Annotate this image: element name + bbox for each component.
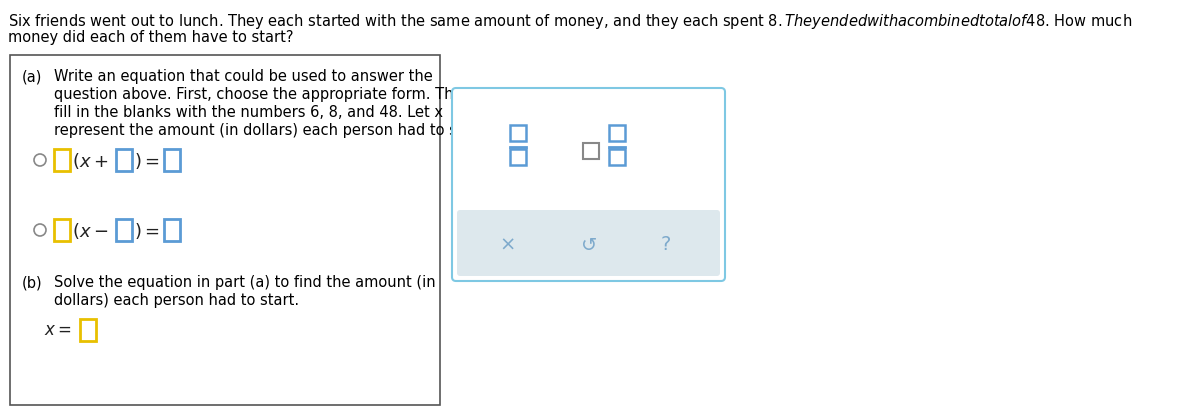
- Bar: [510, 148, 526, 165]
- Text: ?: ?: [661, 235, 671, 255]
- Text: (a): (a): [22, 69, 42, 84]
- Text: ↺: ↺: [581, 235, 598, 255]
- Text: dollars) each person had to start.: dollars) each person had to start.: [54, 293, 299, 308]
- Text: $(x -$: $(x -$: [72, 221, 108, 241]
- Text: money did each of them have to start?: money did each of them have to start?: [8, 30, 294, 45]
- Bar: [510, 125, 526, 140]
- FancyBboxPatch shape: [457, 210, 720, 276]
- Text: fill in the blanks with the numbers 6, 8, and 48. Let x: fill in the blanks with the numbers 6, 8…: [54, 105, 443, 120]
- Text: ×: ×: [500, 235, 516, 255]
- Bar: [54, 149, 70, 171]
- Text: Write an equation that could be used to answer the: Write an equation that could be used to …: [54, 69, 433, 84]
- Bar: [116, 149, 132, 171]
- Bar: [583, 143, 599, 158]
- Bar: [164, 219, 180, 241]
- Bar: [54, 219, 70, 241]
- Bar: [116, 219, 132, 241]
- Bar: [610, 148, 625, 165]
- Text: (b): (b): [22, 275, 43, 290]
- Text: Solve the equation in part (a) to find the amount (in: Solve the equation in part (a) to find t…: [54, 275, 436, 290]
- Bar: [610, 125, 625, 140]
- Bar: [10, 55, 440, 405]
- Text: $) =$: $) =$: [134, 151, 160, 171]
- Text: $x =$: $x =$: [44, 321, 72, 339]
- Text: $) =$: $) =$: [134, 221, 160, 241]
- FancyBboxPatch shape: [452, 88, 725, 281]
- Text: represent the amount (in dollars) each person had to start.: represent the amount (in dollars) each p…: [54, 123, 488, 138]
- Text: $(x +$: $(x +$: [72, 151, 108, 171]
- Bar: [80, 319, 96, 341]
- Text: Six friends went out to lunch. They each started with the same amount of money, : Six friends went out to lunch. They each…: [8, 12, 1132, 31]
- Bar: [164, 149, 180, 171]
- Text: question above. First, choose the appropriate form. Then,: question above. First, choose the approp…: [54, 87, 476, 102]
